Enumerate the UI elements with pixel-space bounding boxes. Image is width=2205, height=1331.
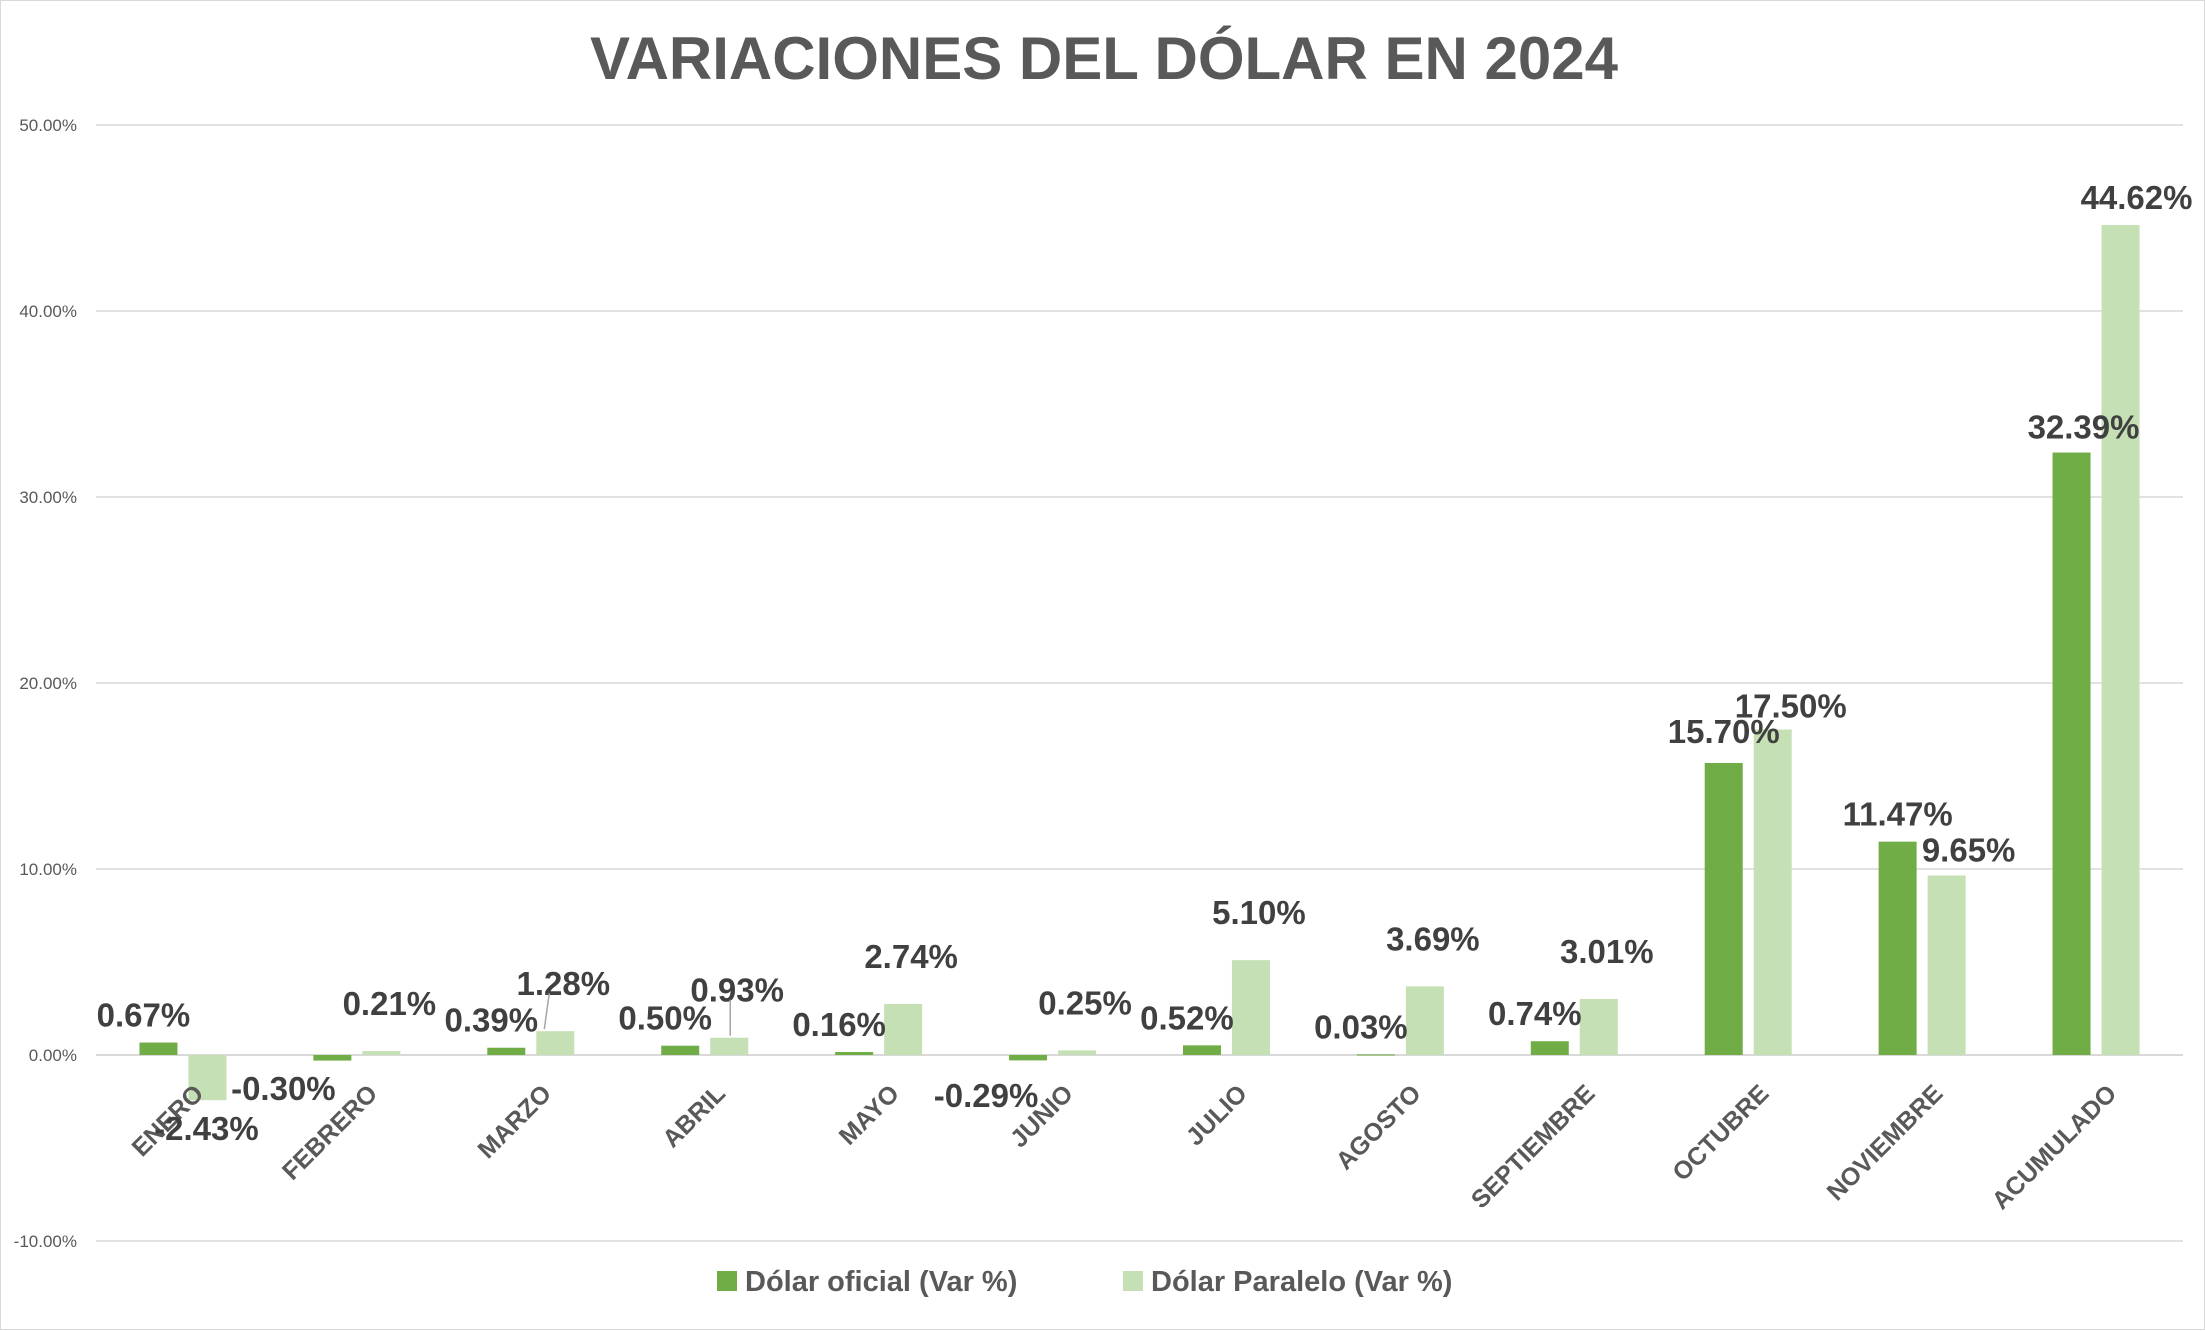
data-label-paralelo: 44.62% [2081,179,2193,216]
data-label-oficial: 11.47% [1843,796,1953,833]
bar-paralelo-enero [188,1055,227,1101]
data-label-paralelo: 2.74% [864,938,958,975]
chart-title: VARIACIONES DEL DÓLAR EN 2024 [590,25,1619,92]
data-label-oficial: 0.67% [97,997,191,1034]
data-label-oficial: 0.74% [1488,995,1582,1032]
y-tick-label: 40.00% [19,302,77,321]
legend: Dólar oficial (Var %) Dólar Paralelo (Var… [717,1266,1452,1298]
legend-label-paralelo: Dólar Paralelo (Var %) [1151,1266,1452,1298]
bar-oficial-mayo [835,1052,874,1055]
bar-oficial-julio [1182,1045,1221,1055]
bar-oficial-noviembre [1878,841,1917,1055]
data-label-paralelo: 0.25% [1038,984,1132,1021]
data-labels: 0.67% -2.43%-0.30% 0.21% 0.39%1.28%0.50%0.9… [97,179,2193,1147]
data-label-oficial: 0.39% [445,1002,539,1039]
y-tick-label: 30.00% [19,488,77,507]
bar-oficial-octubre [1704,762,1743,1055]
y-tick-label: 50.00% [19,116,77,135]
x-tick-label: NOVIEMBRE [1822,1079,1949,1206]
bar-paralelo-octubre [1753,729,1792,1055]
data-label-paralelo: 0.21% [343,985,437,1022]
data-label-oficial: -0.30% [231,1070,336,1107]
leader-line [543,993,551,1030]
x-axis: ENERO FEBRERO MARZO ABRIL MAYO JUNIO JULIO AGOS… [127,1079,2123,1215]
bar-oficial-abril [661,1045,700,1055]
legend-swatch-oficial [717,1271,737,1291]
x-tick-label: ABRIL [657,1079,731,1153]
bar-paralelo-agosto [1405,986,1444,1055]
bar-oficial-junio [1009,1055,1048,1061]
bar-paralelo-junio [1058,1050,1097,1055]
data-label-oficial: -0.29% [934,1077,1039,1114]
x-tick-label: SEPTIEMBRE [1466,1079,1601,1214]
y-axis: -10.00% 0.00% 10.00% 20.00% 30.00% 40.00% 50.0… [14,116,77,1251]
y-tick-label: -10.00% [14,1232,77,1251]
data-label-paralelo: 1.28% [517,965,611,1002]
y-tick-label: 20.00% [19,674,77,693]
bar-paralelo-mayo [884,1004,923,1055]
gridlines [96,124,2183,1242]
bar-oficial-marzo [487,1047,526,1055]
bar-oficial-febrero [313,1055,352,1061]
data-label-paralelo: 3.01% [1560,933,1654,970]
data-label-oficial: 0.16% [792,1006,886,1043]
data-label-oficial: 0.50% [618,1000,712,1037]
x-tick-label: MARZO [472,1079,557,1164]
legend-swatch-paralelo [1123,1271,1143,1291]
x-tick-label: ACUMULADO [1987,1079,2123,1215]
bar-paralelo-acumulado [2101,225,2140,1055]
bar-paralelo-septiembre [1579,999,1618,1055]
bar-paralelo-noviembre [1927,875,1966,1055]
bar-oficial-acumulado [2052,452,2091,1055]
data-label-paralelo: 9.65% [1922,832,2016,869]
bars [139,225,2140,1101]
data-label-paralelo: 3.69% [1386,920,1480,957]
x-tick-label: JULIO [1181,1079,1253,1151]
data-label-paralelo: 0.93% [690,972,784,1009]
data-label-paralelo: 17.50% [1735,688,1847,725]
bar-paralelo-marzo [536,1031,575,1055]
data-label-paralelo: -2.43% [154,1110,259,1147]
bar-paralelo-abril [710,1037,749,1055]
x-tick-label: OCTUBRE [1667,1079,1774,1186]
x-tick-label: MAYO [834,1079,905,1150]
x-tick-label: AGOSTO [1331,1079,1427,1175]
data-label-oficial: 32.39% [2028,409,2140,446]
y-tick-label: 0.00% [29,1046,77,1065]
data-label-paralelo: 5.10% [1212,894,1306,931]
bar-oficial-agosto [1356,1054,1395,1056]
data-label-oficial: 0.52% [1140,999,1234,1036]
bar-oficial-enero [139,1042,178,1055]
bar-oficial-septiembre [1530,1041,1569,1055]
bar-paralelo-julio [1231,960,1270,1055]
y-tick-label: 10.00% [19,860,77,879]
bar-paralelo-febrero [362,1051,401,1055]
data-label-oficial: 0.03% [1314,1008,1408,1045]
data-label-oficial: 15.70% [1668,713,1780,750]
legend-label-oficial: Dólar oficial (Var %) [745,1266,1017,1298]
